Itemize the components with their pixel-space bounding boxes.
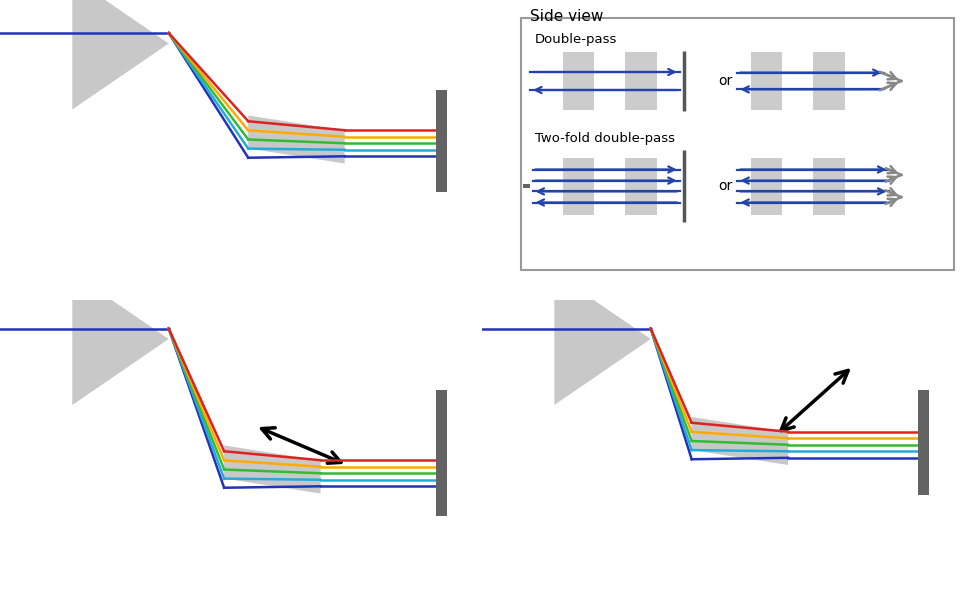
Bar xyxy=(751,52,782,109)
Text: Double-pass: Double-pass xyxy=(535,33,617,46)
Bar xyxy=(751,157,782,214)
Polygon shape xyxy=(691,417,788,465)
Bar xyxy=(563,157,594,214)
Bar xyxy=(626,157,656,214)
Polygon shape xyxy=(249,115,345,163)
Bar xyxy=(563,52,594,109)
Bar xyxy=(814,52,844,109)
Bar xyxy=(918,390,929,495)
Bar xyxy=(522,184,530,188)
Bar xyxy=(626,52,656,109)
Polygon shape xyxy=(224,445,320,493)
Text: Side view: Side view xyxy=(530,9,603,24)
Text: or: or xyxy=(718,74,733,88)
Polygon shape xyxy=(72,273,169,405)
Bar xyxy=(521,18,954,270)
Polygon shape xyxy=(554,273,651,405)
Bar xyxy=(814,157,844,214)
Polygon shape xyxy=(72,0,169,109)
Bar xyxy=(436,390,447,516)
Text: or: or xyxy=(718,179,733,193)
Bar xyxy=(436,90,447,192)
Text: Two-fold double-pass: Two-fold double-pass xyxy=(535,132,675,145)
